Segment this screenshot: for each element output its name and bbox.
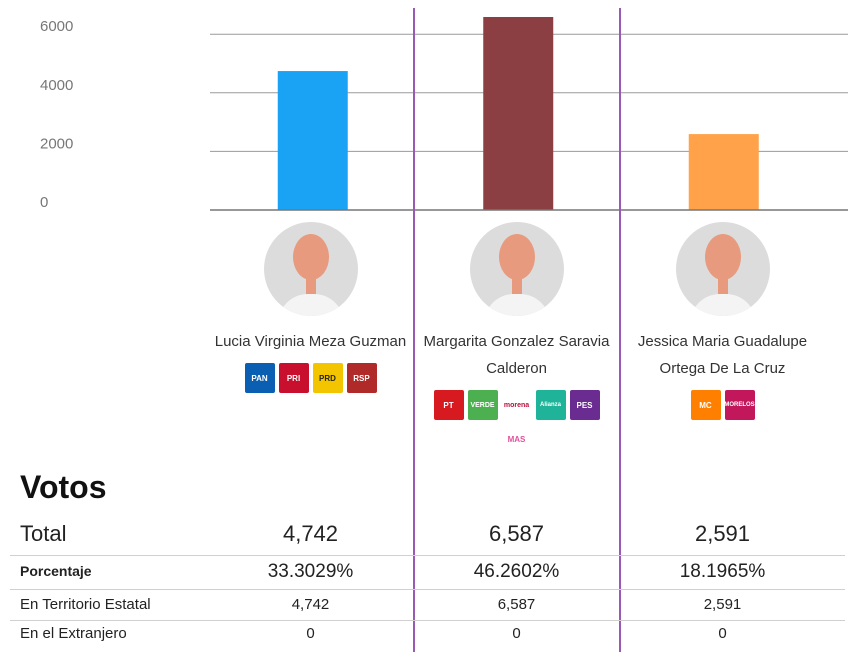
- candidate-name: Lucia Virginia Meza Guzman: [214, 333, 407, 350]
- bar: [277, 71, 348, 211]
- divider: [10, 589, 845, 590]
- cell-value: 4,742: [291, 596, 330, 613]
- y-tick-label: 4000: [40, 77, 73, 94]
- rsp-logo-icon: RSP: [346, 363, 377, 393]
- cell-value: 0: [718, 625, 727, 642]
- row-label: En Territorio Estatal: [20, 596, 151, 613]
- pri-logo-icon: PRI: [278, 363, 309, 393]
- cell-value: 6,587: [488, 521, 545, 546]
- cell-value: 18.1965%: [679, 561, 766, 582]
- vote-bar-chart: 6000 4000 2000 0: [40, 17, 848, 211]
- pes-logo-icon: PES: [569, 390, 600, 420]
- party-logos: PAN PRI PRD RSP: [221, 363, 401, 393]
- party-logos: PT VERDE morena Alianza PES MAS: [427, 390, 607, 454]
- table-row: Porcentaje 33.3029% 46.2602% 18.1965%: [10, 559, 845, 589]
- cell-value: 2,591: [694, 521, 751, 546]
- avatar: [675, 222, 770, 316]
- bar: [483, 17, 554, 210]
- cell-value: 33.3029%: [267, 561, 354, 582]
- candidate-card: Jessica Maria Guadalupe Ortega De La Cru…: [620, 220, 825, 420]
- y-tick-label: 2000: [40, 135, 73, 152]
- avatar: [469, 222, 564, 316]
- cell-value: 2,591: [703, 596, 742, 613]
- cell-value: 4,742: [282, 521, 339, 546]
- column-separator: [619, 8, 621, 652]
- row-label: En el Extranjero: [20, 625, 127, 642]
- y-tick-label: 0: [40, 194, 48, 211]
- mas-logo-icon: MAS: [501, 424, 532, 454]
- party-logos: MC MORELOS: [633, 390, 813, 420]
- divider: [10, 620, 845, 621]
- table-row: Total 4,742 6,587 2,591: [10, 519, 845, 555]
- cell-value: 0: [512, 625, 521, 642]
- avatar: [263, 222, 358, 316]
- pan-logo-icon: PAN: [244, 363, 275, 393]
- row-label: Porcentaje: [20, 563, 92, 579]
- divider: [10, 555, 845, 556]
- y-tick-label: 6000: [40, 18, 73, 35]
- cell-value: 46.2602%: [473, 561, 560, 582]
- pt-logo-icon: PT: [433, 390, 464, 420]
- mc-logo-icon: MC: [690, 390, 721, 420]
- morelos-logo-icon: MORELOS: [724, 390, 755, 420]
- prd-logo-icon: PRD: [312, 363, 343, 393]
- bar: [688, 134, 759, 210]
- column-separator: [413, 8, 415, 652]
- cell-value: 0: [306, 625, 315, 642]
- verde-logo-icon: VERDE: [467, 390, 498, 420]
- morena-logo-icon: morena: [501, 390, 532, 420]
- votes-heading: Votos: [20, 469, 107, 505]
- candidate-name: Margarita Gonzalez Saravia Calderon: [423, 333, 610, 377]
- row-label: Total: [20, 521, 67, 546]
- alianza-logo-icon: Alianza: [535, 390, 566, 420]
- candidate-card: Lucia Virginia Meza Guzman PAN PRI PRD R…: [208, 220, 413, 393]
- table-row: En Territorio Estatal 4,742 6,587 2,591: [10, 593, 845, 619]
- cell-value: 6,587: [497, 596, 536, 613]
- candidate-card: Margarita Gonzalez Saravia Calderon PT V…: [414, 220, 619, 454]
- candidate-name: Jessica Maria Guadalupe Ortega De La Cru…: [637, 333, 808, 377]
- table-row: En el Extranjero 0 0 0: [10, 623, 845, 649]
